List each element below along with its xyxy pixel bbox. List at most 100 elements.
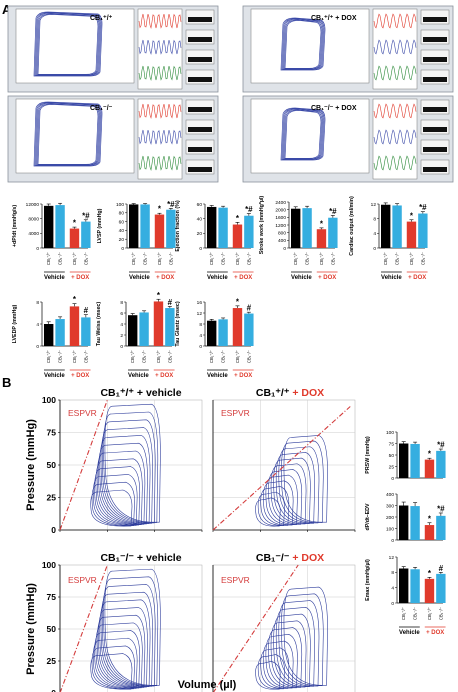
bar-chart: +dP/dt (mmHg/s) 0 4000 8000 12000 CB₁⁺/⁺ CB₁⁻/… (12, 202, 91, 281)
pv-loop-trace (34, 102, 102, 166)
bar (69, 306, 80, 346)
significance-mark: # (84, 306, 89, 315)
pv-loop-curve (260, 647, 290, 689)
screen-title: CB₁⁻/⁻ (90, 105, 113, 112)
bar (44, 324, 54, 346)
readout-value (188, 77, 212, 82)
pv-loop-curve (255, 660, 281, 690)
espvr-label: ESPVR (68, 408, 97, 418)
bar-chart: LVSP (mmHg) 0 20 40 60 80 100 CB₁⁺/⁺ CB₁⁻/⁻ * CB₁⁺… (97, 200, 176, 281)
y-tick-label: 0 (36, 344, 39, 350)
group-tick-label: CB₁⁺/⁺ (319, 252, 324, 265)
significance-mark: * (428, 450, 432, 459)
bar (392, 205, 402, 248)
significance-mark: * (73, 295, 77, 304)
pv-plot-title: CB₁⁺/⁺ + vehicle (100, 387, 181, 399)
group-label-dox: + DOX (156, 275, 174, 281)
significance-mark: *# (437, 441, 445, 450)
group-tick-label: CB₁⁻/⁻ (420, 252, 425, 265)
y-axis-label: Emax (mmHg/µl) (365, 559, 371, 601)
pv-loop-curve (281, 440, 324, 523)
y-tick-label: 8 (373, 216, 376, 222)
bar (139, 312, 149, 346)
waveform-trace (138, 103, 182, 119)
y-tick-label: 75 (389, 441, 395, 447)
group-tick-label: CB₁⁺/⁺ (157, 252, 162, 265)
waveform-trace (138, 155, 182, 171)
group-label-vehicle: Vehicle (381, 275, 402, 281)
group-tick-label: CB₁⁻/⁻ (221, 252, 226, 265)
bar (381, 204, 391, 248)
y-tick-label: 50 (389, 453, 395, 459)
group-tick-label: CB₁⁻/⁻ (58, 252, 63, 265)
title-genotype: CB₁⁻/⁻ (100, 552, 136, 564)
y-axis-label: Pressure (mmHg) (25, 583, 37, 675)
y-tick-label: 0 (51, 688, 56, 692)
pv-loop-curve (99, 599, 151, 688)
title-genotype: CB₁⁺/⁺ (100, 387, 136, 399)
bar (232, 224, 243, 248)
pv-loop-curve (103, 576, 159, 686)
readout-value (423, 37, 447, 42)
y-axis-label: Stroke work (mmHg*µl) (259, 196, 265, 255)
y-tick-label: 100 (386, 526, 394, 532)
y-tick-label: 2 (120, 333, 123, 339)
waveform-trace (373, 13, 417, 29)
y-tick-label: 4000 (28, 231, 39, 237)
y-tick-label: 60 (197, 202, 203, 208)
pv-loop-curve (104, 568, 161, 686)
group-tick-label: CB₁⁻/⁻ (305, 252, 310, 265)
significance-mark: * (236, 214, 240, 223)
y-tick-label: 8 (199, 322, 202, 328)
pv-plot-title: CB₁⁻/⁻ + vehicle (100, 552, 181, 564)
significance-mark: * (236, 297, 240, 306)
significance-mark: * (320, 219, 324, 228)
group-tick-label: CB₁⁻/⁻ (246, 252, 251, 265)
pv-loop-trace (281, 108, 325, 160)
pv-loop-curve (100, 591, 153, 687)
pv-loop-trace (33, 11, 103, 77)
group-tick-label: CB₁⁺/⁺ (130, 350, 135, 363)
bar (424, 525, 435, 540)
group-tick-label: CB₁⁺/⁺ (409, 252, 414, 265)
title-treatment: + DOX (292, 552, 324, 564)
significance-mark: # (247, 304, 252, 313)
significance-mark: * (157, 291, 161, 300)
group-label-dox: + DOX (155, 373, 173, 379)
screen-title: CB₁⁺/⁺ + DOX (311, 15, 357, 22)
group-tick-label: CB₁⁺/⁺ (401, 607, 406, 620)
significance-mark: * (428, 514, 432, 523)
bar (55, 319, 65, 346)
bar (153, 301, 164, 346)
group-tick-label: CB₁⁻/⁻ (83, 252, 88, 265)
panel-a-letter: A (2, 2, 12, 17)
panel-b-letter: B (2, 375, 11, 390)
bar (81, 317, 91, 346)
group-tick-label: CB₁⁻/⁻ (395, 252, 400, 265)
group-label-dox: + DOX (408, 275, 426, 281)
y-axis-label: Pressure (mmHg) (25, 419, 37, 511)
group-tick-label: CB₁⁻/⁻ (58, 350, 63, 363)
y-tick-label: 75 (47, 592, 57, 602)
bar (207, 206, 217, 248)
screen-title: CB₁⁺/⁺ (90, 15, 113, 22)
pv-loop-curve (103, 411, 159, 523)
group-label-vehicle: Vehicle (44, 275, 65, 281)
pv-loop-curve (262, 640, 294, 689)
y-tick-label: 1600 (275, 215, 286, 221)
bar (44, 205, 54, 248)
significance-mark: *# (82, 211, 90, 220)
bar-chart: Emax (mmHg/µl) 0 4 8 12 CB₁⁺/⁺ CB₁⁻/⁻ * CB₁⁺/⁺ # C… (365, 555, 446, 636)
group-tick-label: CB₁⁺/⁺ (209, 252, 214, 265)
pv-loop-curve (96, 450, 146, 525)
bar (69, 228, 80, 248)
group-label-dox: + DOX (234, 373, 252, 379)
pv-loop-trace (283, 109, 323, 160)
waveform-trace (373, 103, 417, 119)
pv-loop-plot: ESPVR CB₁⁺/⁺ + DOX (212, 387, 356, 532)
y-tick-label: 8 (391, 570, 394, 576)
bar (410, 569, 420, 603)
waveform-trace (138, 129, 182, 145)
panel-b-bar-charts: PRSW (mmHg)0255075100**#dP/dt–EDV0100200… (365, 430, 446, 636)
group-tick-label: CB₁⁻/⁻ (413, 607, 418, 620)
